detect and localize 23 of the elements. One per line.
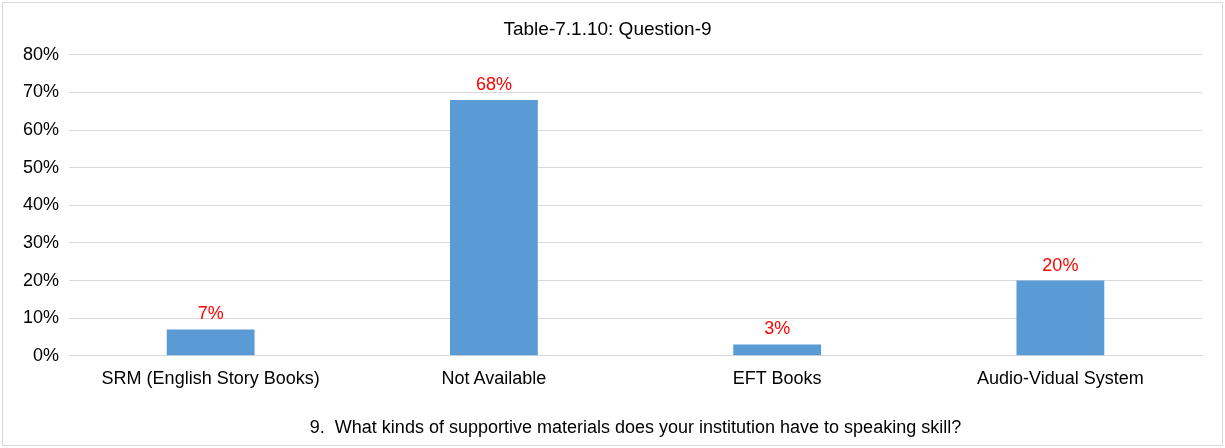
- y-tick-label: 70%: [23, 81, 60, 102]
- y-tick-label: 60%: [23, 119, 60, 140]
- bar: [1016, 280, 1105, 356]
- x-tick-label: Audio-Vidual System: [977, 367, 1144, 388]
- data-label: 7%: [197, 303, 224, 324]
- y-tick-label: 0%: [33, 344, 60, 365]
- y-tick-label: 40%: [23, 194, 60, 215]
- y-tick-label: 30%: [23, 231, 60, 252]
- y-tick-label: 50%: [23, 156, 60, 177]
- data-label: 3%: [764, 318, 791, 339]
- bar: [449, 99, 538, 356]
- x-tick-label: Not Available: [441, 367, 547, 388]
- y-tick-label: 20%: [23, 269, 60, 290]
- x-tick-label: EFT Books: [732, 367, 822, 388]
- x-axis-title: 9. What kinds of supportive materials does your institution have to speaking skill?: [309, 417, 962, 438]
- y-tick-label: 80%: [23, 43, 60, 64]
- x-tick-label: SRM (English Story Books): [101, 367, 320, 388]
- bar: [166, 329, 255, 356]
- bar: [733, 344, 822, 356]
- data-label: 20%: [1042, 254, 1079, 275]
- chart-title: Table-7.1.10: Question-9: [503, 17, 712, 39]
- data-label: 68%: [475, 73, 512, 94]
- y-tick-label: 10%: [23, 307, 60, 328]
